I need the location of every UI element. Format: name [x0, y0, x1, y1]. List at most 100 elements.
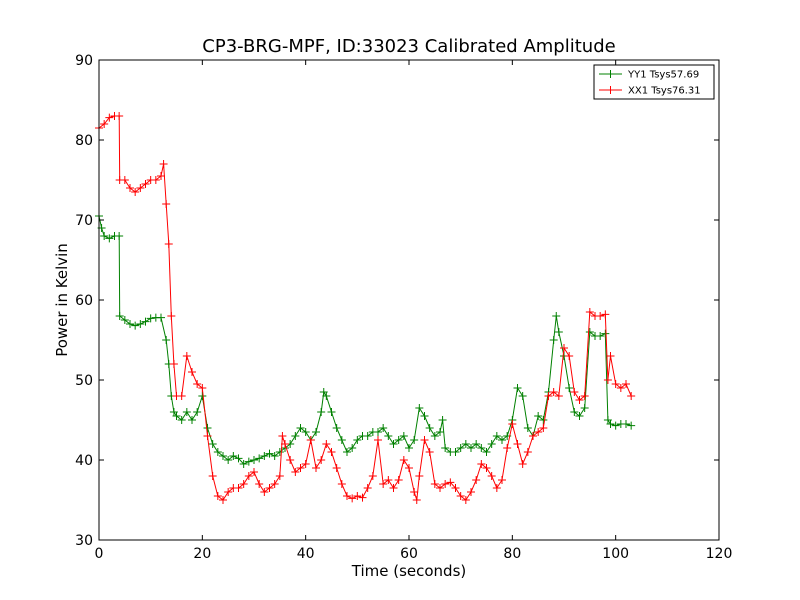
data-point — [151, 176, 160, 184]
data-point — [301, 460, 310, 468]
data-point — [565, 352, 574, 360]
data-point — [286, 456, 295, 464]
data-point — [332, 424, 341, 432]
chart-title: CP3-BRG-MPF, ID:33023 Calibrated Amplitu… — [202, 36, 615, 57]
data-point — [115, 232, 124, 240]
data-point — [405, 464, 413, 472]
ticks-layer: 0 20 40 60 80 100 120 30 40 50 60 70 80 90 — [75, 53, 732, 562]
y-tick-label: 90 — [75, 53, 93, 69]
data-point — [585, 328, 594, 336]
data-point — [368, 472, 377, 480]
legend-swatch-marker — [606, 86, 615, 94]
data-point — [177, 392, 186, 400]
data-point — [198, 392, 207, 400]
data-point — [353, 492, 362, 500]
data-point — [518, 460, 527, 468]
data-point — [337, 480, 346, 488]
data-point — [296, 424, 305, 432]
data-point — [317, 456, 326, 464]
data-point — [508, 420, 517, 428]
data-point — [348, 494, 357, 503]
data-point — [301, 428, 310, 436]
data-point — [167, 312, 176, 320]
data-point — [234, 454, 243, 463]
data-point — [281, 440, 289, 448]
y-tick-label: 80 — [75, 133, 93, 149]
data-point — [332, 464, 341, 472]
data-point — [255, 480, 264, 488]
data-point — [560, 344, 568, 352]
data-point — [306, 436, 315, 444]
data-point — [420, 412, 429, 420]
data-point — [115, 312, 124, 320]
data-point — [467, 488, 475, 496]
data-point — [389, 440, 398, 448]
data-point — [627, 421, 636, 430]
data-point — [234, 484, 243, 492]
legend-label: XX1 Tsys76.31 — [628, 86, 701, 97]
data-point — [513, 384, 522, 392]
data-point — [549, 388, 558, 396]
data-point — [193, 408, 202, 416]
data-point — [477, 444, 486, 452]
legend: YY1 Tsys57.69 XX1 Tsys76.31 — [593, 64, 715, 100]
data-point — [244, 472, 253, 480]
data-point — [120, 176, 129, 184]
data-point — [136, 320, 145, 328]
data-point — [601, 310, 610, 319]
data-point — [399, 432, 408, 440]
x-tick-label: 80 — [503, 546, 521, 562]
data-point — [492, 484, 501, 492]
data-point — [534, 412, 543, 420]
data-point — [141, 180, 150, 188]
data-point — [616, 384, 625, 392]
data-point — [270, 452, 279, 460]
data-point — [208, 440, 217, 448]
x-tick-label: 100 — [602, 546, 629, 562]
x-tick-label: 60 — [400, 546, 418, 562]
data-point — [317, 408, 326, 416]
data-point — [544, 392, 553, 400]
data-point — [379, 480, 388, 488]
data-point — [430, 432, 439, 440]
data-point — [115, 112, 124, 120]
legend-swatch-marker — [606, 70, 615, 78]
data-point — [482, 464, 491, 472]
data-point — [177, 416, 186, 424]
data-point — [343, 492, 351, 500]
data-point — [438, 416, 447, 424]
data-point — [606, 352, 615, 360]
data-point — [203, 424, 212, 432]
data-point — [275, 472, 284, 480]
data-point — [384, 476, 393, 484]
data-point — [472, 476, 481, 484]
data-point — [363, 484, 372, 492]
x-tick-label: 0 — [95, 546, 104, 562]
data-point — [275, 448, 284, 456]
data-point — [229, 452, 238, 460]
data-point — [260, 488, 269, 496]
data-point — [265, 484, 274, 492]
data-point — [159, 160, 168, 168]
data-point — [492, 432, 501, 440]
data-point — [358, 493, 367, 502]
data-point — [606, 420, 615, 428]
data-point — [549, 336, 558, 344]
data-point — [446, 478, 455, 487]
data-point — [260, 452, 269, 460]
data-point — [126, 184, 134, 192]
data-point — [188, 368, 196, 376]
data-point — [198, 384, 207, 392]
data-point — [456, 444, 465, 452]
data-point — [296, 464, 305, 472]
data-point — [570, 388, 579, 396]
data-point — [100, 120, 109, 128]
data-point — [575, 396, 584, 404]
data-point — [420, 436, 429, 444]
x-tick-label: 120 — [706, 546, 733, 562]
data-point — [353, 436, 362, 444]
data-point — [219, 496, 227, 504]
data-point — [312, 428, 320, 436]
data-point — [312, 464, 320, 472]
data-point — [394, 436, 403, 444]
